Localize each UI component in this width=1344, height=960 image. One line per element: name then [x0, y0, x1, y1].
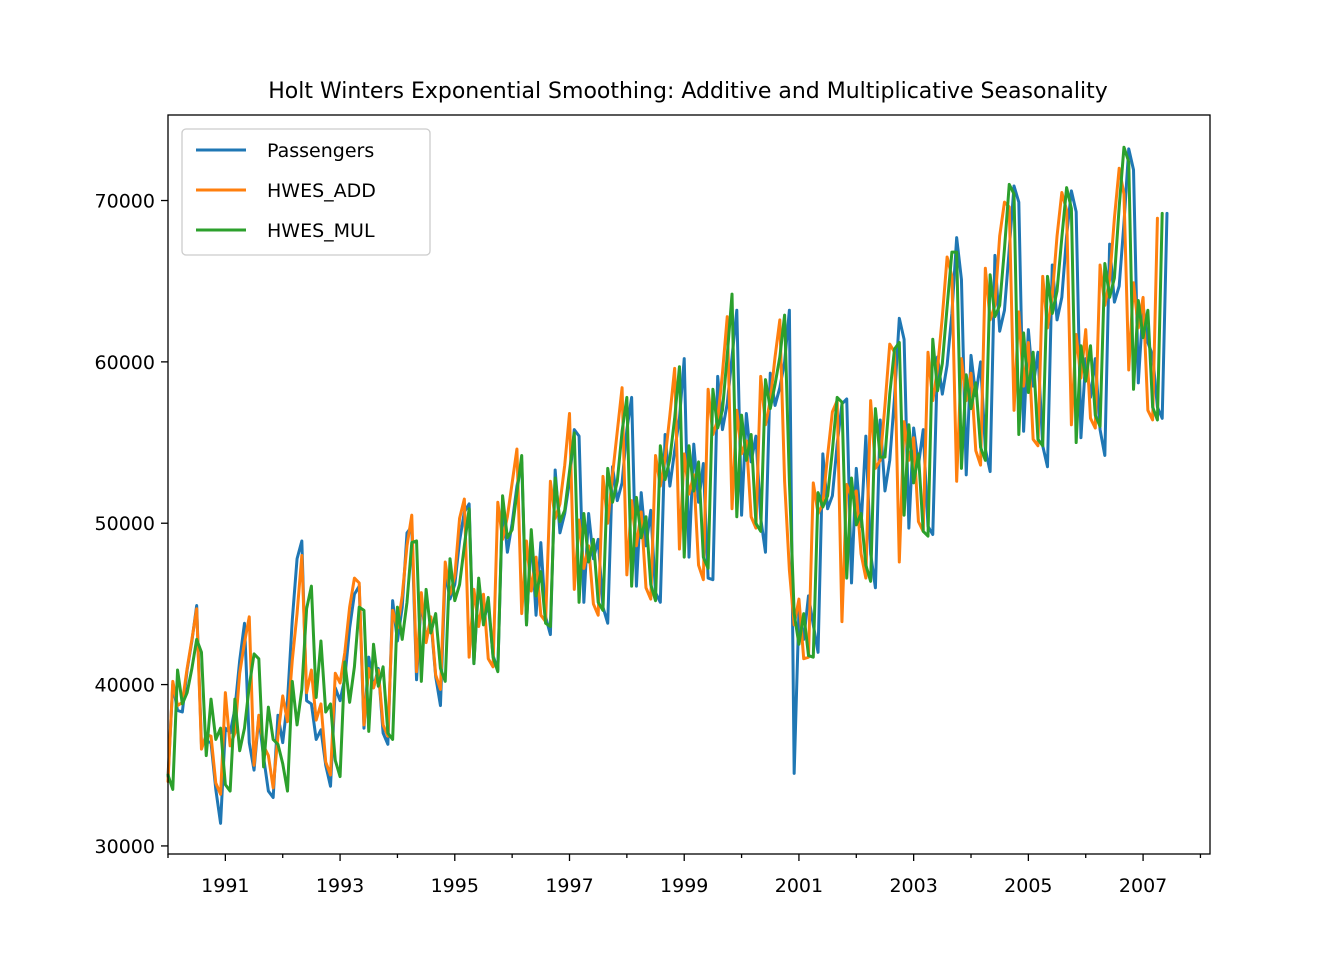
series-line-hwes-mul	[166, 145, 1164, 793]
x-tick-label: 2001	[775, 875, 823, 897]
y-axis: 30000 40000 50000 60000 70000	[95, 191, 168, 858]
legend-label: Passengers	[267, 140, 374, 162]
x-tick-label: 1995	[431, 875, 479, 897]
x-tick-label: 2007	[1119, 875, 1167, 897]
legend-box	[181, 128, 431, 256]
x-axis: 1991 1993 1995 1997 1999 2001 2003 2005 2007	[167, 854, 1202, 897]
legend-label: HWES_ADD	[267, 180, 376, 202]
y-tick-label: 60000	[95, 352, 155, 374]
y-tick-label: 30000	[95, 836, 155, 858]
series-layer	[166, 145, 1169, 825]
x-tick-label: 1997	[545, 875, 593, 897]
x-tick-label: 1991	[201, 875, 249, 897]
x-tick-label: 2003	[889, 875, 937, 897]
y-tick-label: 40000	[95, 675, 155, 697]
y-tick-label: 70000	[95, 191, 155, 213]
x-tick-label: 1999	[660, 875, 708, 897]
legend: Passengers HWES_ADD HWES_MUL	[181, 128, 431, 256]
chart-title: Holt Winters Exponential Smoothing: Addi…	[268, 79, 1108, 104]
x-tick-label: 2005	[1004, 875, 1052, 897]
x-tick-label: 1993	[316, 875, 364, 897]
y-tick-label: 50000	[95, 513, 155, 535]
plot-frame	[167, 114, 1211, 855]
legend-label: HWES_MUL	[267, 220, 375, 242]
